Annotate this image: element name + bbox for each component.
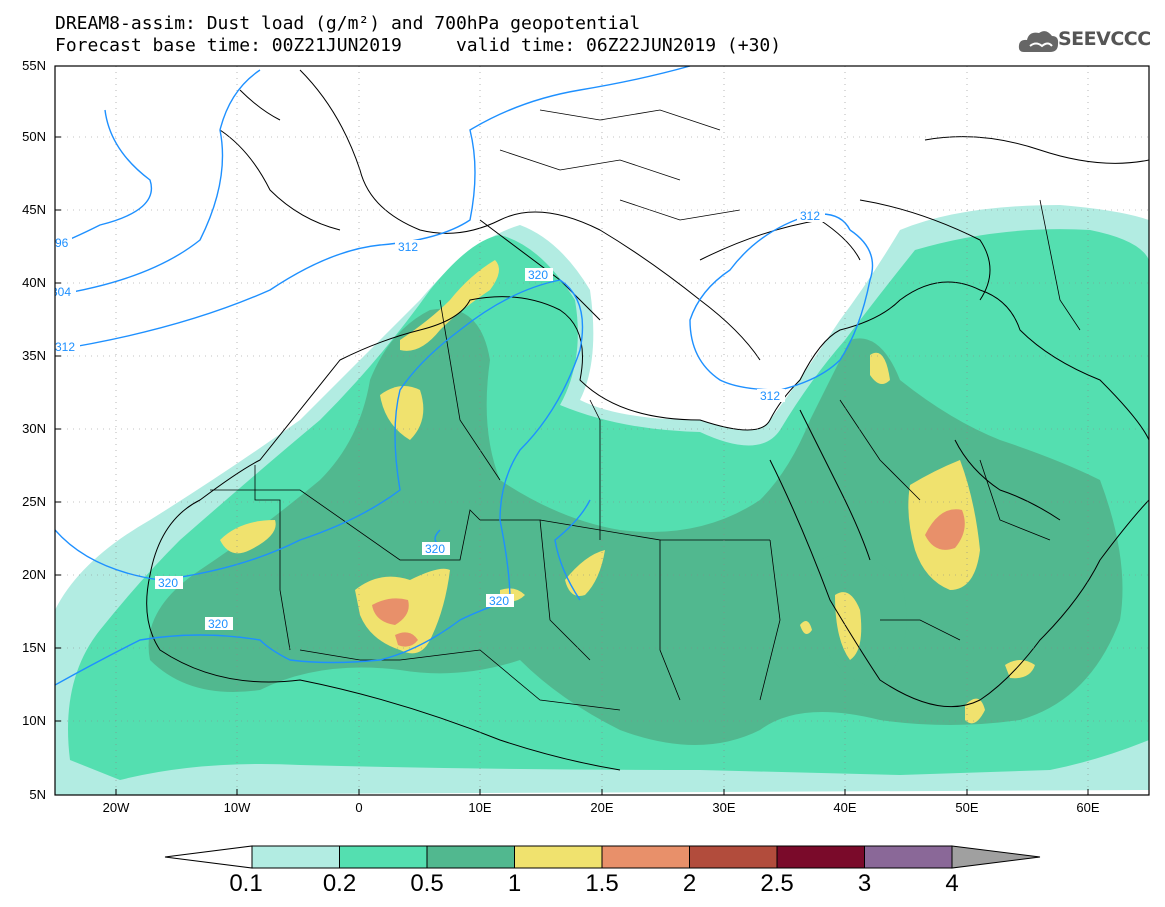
lat-label-30n: 30N	[22, 421, 46, 436]
lon-label-20w: 20W	[102, 800, 130, 815]
contour-label-304: 304	[51, 285, 71, 299]
lat-label-45n: 45N	[22, 202, 46, 217]
colorbar-label-1: 0.2	[322, 870, 357, 897]
contour-label-312-a: 312	[55, 340, 75, 354]
colorbar-label-6: 2.5	[760, 870, 794, 897]
lat-lon-grid	[55, 66, 1149, 795]
contour-label-320-d: 320	[208, 617, 228, 631]
map-title: DREAM8-assim: Dust load (g/m²) and 700hP…	[55, 13, 641, 34]
lat-label-35n: 35N	[22, 348, 46, 363]
contour-labels: 96 304 312 312 312 312 320 320 320 320 3…	[51, 209, 825, 631]
lat-label-15n: 15N	[22, 640, 46, 655]
colorbar-label-0: 0.1	[229, 870, 263, 897]
lat-label-55n: 55N	[22, 58, 46, 73]
lon-label-10e: 10E	[468, 800, 492, 815]
lon-label-40e: 40E	[833, 800, 857, 815]
contour-label-312-c: 312	[800, 209, 820, 223]
contour-label-320-c: 320	[158, 576, 178, 590]
logo-text: SEEVCCC	[1058, 28, 1151, 50]
contour-label-320-a: 320	[528, 268, 548, 282]
colorbar-label-8: 4	[945, 870, 959, 897]
lat-label-40n: 40N	[22, 275, 46, 290]
map-subtitle-times: Forecast base time: 00Z21JUN2019 valid t…	[55, 35, 782, 56]
dust-field-1-5	[372, 509, 965, 647]
contour-label-320-e: 320	[489, 594, 509, 608]
lat-label-50n: 50N	[22, 129, 46, 144]
lat-label-10n: 10N	[22, 713, 46, 728]
lon-label-20e: 20E	[590, 800, 614, 815]
lat-label-25n: 25N	[22, 494, 46, 509]
lon-label-60e: 60E	[1076, 800, 1100, 815]
colorbar-label-7: 3	[857, 870, 872, 897]
cloud-logo-icon	[1018, 31, 1059, 52]
contour-label-320-b: 320	[425, 542, 445, 556]
colorbar-label-2: 0.5	[410, 870, 444, 897]
lon-label-50e: 50E	[955, 800, 979, 815]
colorbar-label-3: 1	[507, 870, 522, 897]
lon-label-30e: 30E	[712, 800, 736, 815]
contour-label-312-d: 312	[760, 389, 780, 403]
lon-label-0: 0	[355, 800, 363, 815]
axis-ticks	[55, 65, 1089, 795]
lat-label-20n: 20N	[22, 567, 46, 582]
lat-label-5n: 5N	[29, 787, 46, 802]
colorbar-label-5: 2	[682, 870, 697, 897]
country-borders	[210, 109, 1081, 711]
contour-label-96: 96	[55, 236, 69, 250]
geopotential-contours	[55, 66, 874, 686]
colorbar-label-4: 1.5	[585, 870, 619, 897]
contour-label-312-b: 312	[398, 240, 418, 254]
lon-label-10w: 10W	[223, 800, 251, 815]
